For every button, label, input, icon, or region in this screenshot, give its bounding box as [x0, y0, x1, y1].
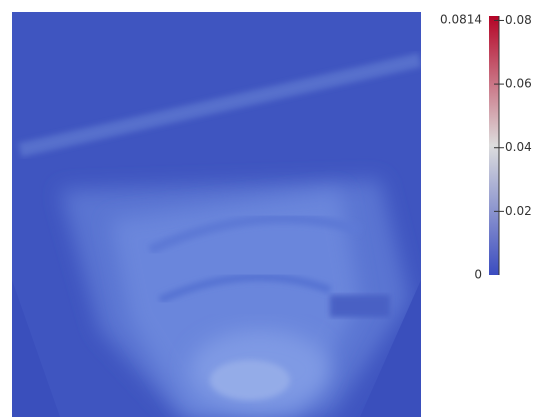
colorbar-tick-label: 0.08 — [505, 13, 532, 27]
colorbar-min-label: 0 — [474, 268, 482, 282]
colorbar — [489, 16, 499, 275]
colorbar-tick-label: 0.02 — [505, 204, 532, 218]
colorbar-tick-label: 0.06 — [505, 77, 532, 91]
field-image — [12, 12, 421, 417]
colorbar-max-label: 0.0814 — [440, 13, 482, 27]
colorbar-tick-label: 0.04 — [505, 140, 532, 154]
